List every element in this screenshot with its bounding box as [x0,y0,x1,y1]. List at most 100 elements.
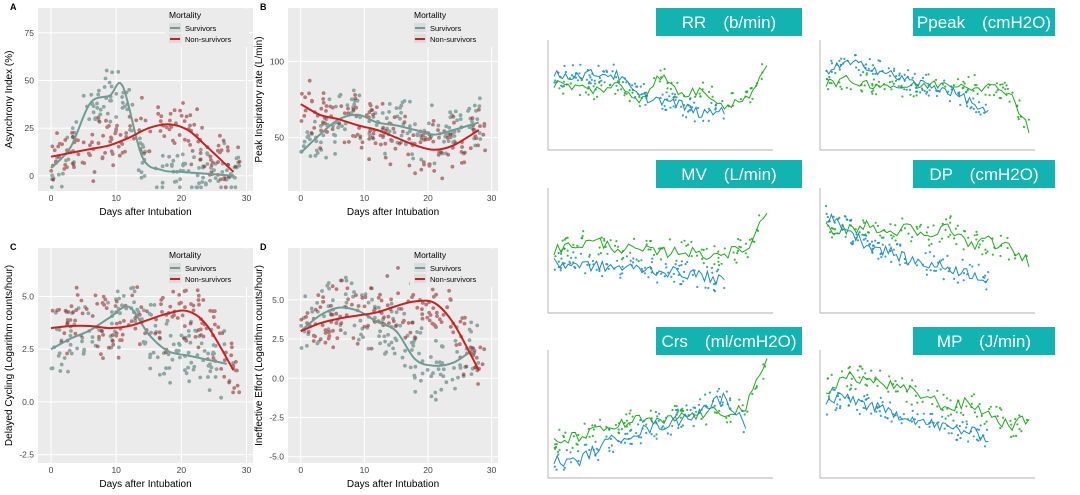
small-point [977,246,981,249]
data-point [421,133,425,138]
small-point [720,262,723,265]
data-point [222,177,227,182]
data-point [188,340,193,345]
small-point [871,72,874,75]
small-point [946,254,949,257]
small-point [670,275,673,278]
small-point [743,413,746,416]
data-point [205,152,210,157]
data-point [312,126,317,130]
data-point [476,143,480,148]
small-point [955,243,958,246]
small-point [971,265,974,268]
small-point [934,269,938,272]
small-point [553,268,556,271]
small-point [593,98,596,101]
data-point [436,123,441,128]
data-point [168,380,173,385]
trend-line-survivors [50,81,234,177]
small-point [908,88,912,91]
small-point [591,259,595,263]
data-point [334,311,339,316]
small-point [718,395,722,398]
small-point [841,224,844,227]
small-point [589,76,592,79]
data-point [324,104,329,108]
small-point [985,428,989,431]
small-point [584,91,588,94]
data-point [66,157,71,162]
data-point [110,339,115,343]
data-point [104,68,109,73]
small-point [699,398,702,401]
small-point [975,415,979,418]
small-point [861,367,864,370]
small-point [651,257,654,260]
small-point [829,231,832,234]
small-point [705,423,708,426]
data-point [125,107,130,112]
small-point [702,119,705,122]
data-point [338,92,343,97]
data-point [120,95,124,99]
data-point [95,106,100,110]
data-point [387,129,392,134]
small-point [864,372,867,375]
data-point [104,118,108,123]
small-point [671,424,674,428]
small-point [870,90,873,93]
data-point [410,320,415,325]
small-point [623,441,627,444]
data-point [482,347,487,352]
small-point [890,234,893,237]
data-point [197,302,201,307]
small-point [661,107,664,110]
data-point [122,319,126,323]
x-tick-label: 0 [298,465,303,475]
data-point [73,318,77,323]
small-point [635,431,638,435]
small-point [970,395,973,398]
data-point [213,176,218,181]
small-point [901,95,904,98]
data-point [433,324,438,328]
small-point [631,261,635,264]
data-point [376,296,381,300]
data-point [436,128,440,133]
data-point [411,156,415,161]
data-point [316,293,321,297]
data-point [402,318,406,323]
data-point [447,125,452,130]
data-point [301,144,306,149]
data-point [195,288,200,293]
data-point [469,372,474,376]
data-point [402,311,407,316]
data-point [319,106,324,111]
small-point [929,269,932,272]
data-point [143,118,148,123]
data-point [161,295,165,300]
data-point [168,333,173,338]
data-point [208,308,213,313]
data-point [129,286,134,291]
small-point [559,269,562,272]
small-point [980,414,983,417]
small-point [962,248,965,251]
y-tick-label: 0.0 [272,373,284,383]
small-point [830,373,833,376]
small-point [942,393,945,396]
data-point [334,287,339,291]
data-point [160,185,165,190]
small-point [888,74,892,77]
data-point [448,325,453,329]
data-point [369,286,373,290]
data-point [95,101,99,106]
small-point [707,107,711,110]
small-point [989,405,992,408]
small-point [711,95,714,98]
data-point [367,137,372,141]
data-point [413,364,418,369]
small-point [943,427,946,430]
data-point [115,289,120,294]
small-series-line [553,65,768,110]
